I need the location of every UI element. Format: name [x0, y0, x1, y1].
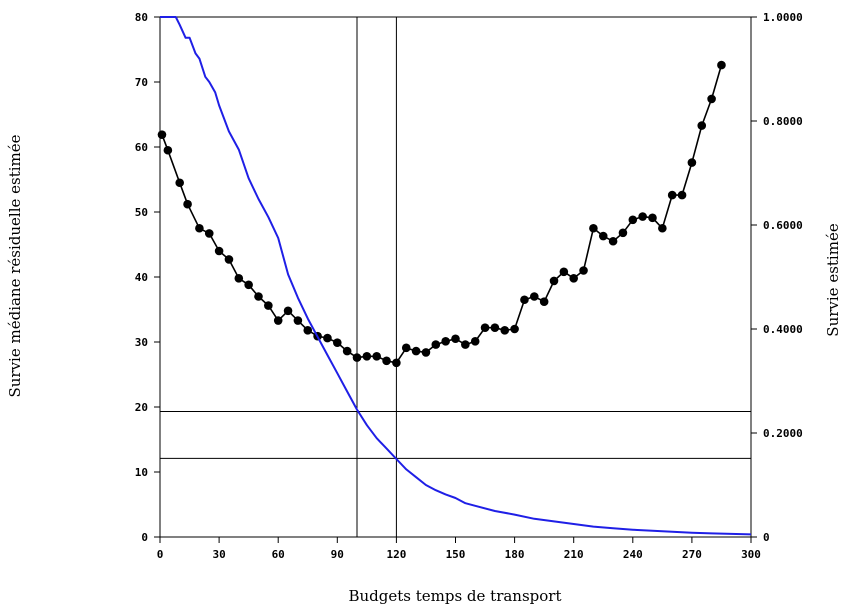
y-left-tick-label: 30 — [135, 336, 148, 349]
y-axis-right-label: Survie estimée — [824, 223, 842, 337]
data-point — [648, 213, 657, 223]
reference-lines-layer — [160, 17, 751, 537]
data-point — [372, 352, 382, 361]
plot-frame-layer — [159, 16, 752, 538]
data-point — [470, 337, 480, 346]
data-point — [559, 267, 569, 277]
data-point — [569, 274, 578, 283]
data-point — [667, 190, 677, 200]
y-left-tick-label: 0 — [141, 531, 148, 544]
data-point — [421, 348, 431, 357]
data-point — [234, 274, 244, 283]
data-point — [510, 324, 519, 334]
x-tick-label: 270 — [682, 548, 702, 561]
data-point — [323, 333, 332, 343]
data-point — [224, 255, 234, 264]
data-point — [490, 323, 500, 333]
data-point — [293, 316, 303, 325]
y-left-tick-label: 40 — [135, 271, 148, 284]
data-point — [411, 346, 421, 356]
y-left-tick-label: 10 — [135, 466, 148, 479]
y-left-tick-label: 60 — [135, 141, 148, 154]
x-tick-label: 210 — [564, 548, 584, 561]
y-right-tick-label: 0 — [763, 531, 770, 544]
data-point — [500, 326, 510, 335]
data-point — [362, 352, 372, 361]
data-point — [579, 266, 588, 275]
x-tick-label: 90 — [331, 548, 344, 561]
data-point — [608, 236, 618, 246]
x-tick-label: 180 — [505, 548, 525, 561]
data-point — [244, 280, 253, 290]
data-point — [303, 326, 313, 335]
data-point — [183, 199, 192, 209]
data-point — [264, 301, 273, 310]
data-point — [333, 338, 342, 347]
data-point — [157, 130, 167, 139]
data-point — [214, 246, 224, 256]
data-point — [687, 158, 697, 167]
data-point — [598, 231, 608, 241]
y-right-tick-label: 0.2000 — [763, 427, 803, 440]
y-right-tick-label: 0.6000 — [763, 219, 803, 232]
data-point — [717, 60, 726, 70]
y-left-tick-label: 20 — [135, 401, 148, 414]
data-point — [618, 228, 628, 238]
median-residual-line — [161, 64, 723, 364]
y-axis-left-label: Survie médiane résiduelle estimée — [6, 134, 24, 397]
x-axis-label: Budgets temps de transport — [348, 587, 561, 605]
y-right-tick-label: 0.4000 — [763, 323, 803, 336]
data-point — [658, 223, 667, 233]
data-point — [677, 190, 687, 200]
data-point — [195, 223, 204, 233]
data-point — [382, 356, 391, 366]
data-point — [401, 343, 411, 353]
x-tick-label: 240 — [623, 548, 643, 561]
data-point — [431, 340, 441, 349]
data-point — [539, 297, 549, 307]
data-point — [283, 306, 293, 316]
data-point — [254, 292, 263, 301]
x-tick-label: 60 — [272, 548, 285, 561]
x-tick-label: 0 — [157, 548, 164, 561]
axis-layer: 0 30 60 90 120 150 180 210 240 270 300010203040506… — [135, 11, 803, 561]
y-left-tick-label: 80 — [135, 11, 148, 24]
y-left-tick-label: 50 — [135, 206, 148, 219]
data-point — [451, 334, 460, 344]
x-tick-label: 30 — [212, 548, 225, 561]
x-tick-label: 300 — [741, 548, 761, 561]
y-right-tick-label: 1.0000 — [763, 11, 803, 24]
x-tick-label: 150 — [446, 548, 466, 561]
data-point — [175, 178, 184, 188]
y-left-tick-label: 70 — [135, 76, 148, 89]
data-point — [392, 358, 401, 368]
data-point — [520, 295, 529, 305]
data-point — [530, 292, 539, 301]
data-point — [697, 121, 707, 130]
data-point — [638, 212, 647, 221]
data-point — [352, 353, 362, 362]
data-point — [461, 340, 470, 349]
data-point — [342, 346, 352, 356]
data-point — [707, 94, 716, 104]
data-point — [480, 323, 490, 333]
data-point — [589, 223, 598, 233]
survival-curve-line — [160, 16, 752, 536]
data-point — [441, 337, 450, 346]
y-right-tick-label: 0.8000 — [763, 115, 803, 128]
data-point — [549, 276, 559, 286]
x-tick-label: 120 — [386, 548, 406, 561]
series-layer — [157, 16, 752, 536]
plot-area-frame — [159, 16, 752, 538]
data-point — [628, 215, 638, 225]
data-point — [273, 316, 283, 325]
data-point — [163, 145, 173, 155]
data-point — [204, 229, 214, 238]
